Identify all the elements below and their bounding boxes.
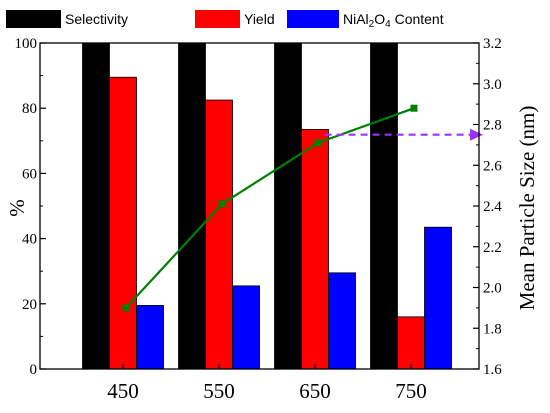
bar-nial2o4-content-750 [424, 226, 452, 370]
particle-size-point-650 [314, 139, 322, 147]
legend-label-part: 4 [385, 19, 391, 30]
left-tick-label: 80 [22, 101, 37, 117]
x-tick-label: 650 [299, 379, 331, 403]
bar-selectivity-550 [178, 42, 206, 370]
right-tick-label: 2.4 [483, 199, 502, 215]
particle-size-point-550 [218, 200, 226, 208]
particle-size-point-750 [410, 104, 418, 112]
legend-label: NiAl2O4 Content [343, 11, 444, 30]
bar-nial2o4-content-450 [136, 305, 164, 370]
left-tick-label: 60 [22, 166, 37, 182]
right-tick-label: 2.0 [483, 281, 502, 297]
bar-nial2o4-content-650 [328, 272, 356, 370]
left-tick-label: 40 [22, 232, 37, 248]
x-tick-label: 550 [203, 379, 235, 403]
particle-size-point-450 [122, 304, 130, 312]
legend-label: Yield [244, 11, 275, 27]
right-tick-label: 2.6 [483, 158, 502, 174]
legend-label: Selectivity [65, 11, 128, 27]
x-tick-label: 450 [107, 379, 139, 403]
legend-label-part: O [374, 11, 385, 27]
line-series [122, 104, 418, 312]
legend-label-part: Content [391, 11, 444, 27]
bar-yield-450 [109, 76, 137, 370]
bars [82, 42, 452, 370]
legend-label-part: NiAl [343, 11, 369, 27]
left-axis: 0 20 40 60 80 100 [15, 36, 46, 378]
right-axis-label: Mean Particle Size (nm) [515, 106, 539, 311]
bar-selectivity-650 [274, 42, 302, 370]
left-tick-label: 20 [22, 297, 37, 313]
bar-yield-750 [397, 316, 425, 370]
dashed-arrow [324, 128, 483, 141]
legend-swatch-nial2o4-content [287, 10, 339, 28]
right-tick-label: 2.2 [483, 240, 502, 256]
legend-swatch-yield [195, 10, 240, 28]
legend-swatch-selectivity [6, 10, 61, 28]
right-tick-label: 2.8 [483, 118, 502, 134]
right-tick-label: 3.0 [483, 77, 502, 93]
x-tick-label: 750 [395, 379, 427, 403]
bar-selectivity-750 [370, 42, 398, 370]
left-axis-label: % [5, 199, 29, 217]
legend: Selectivity Yield NiAl2O4 Content [6, 10, 444, 30]
bar-yield-650 [301, 128, 329, 370]
bar-nial2o4-content-550 [232, 285, 260, 370]
right-tick-label: 1.8 [483, 321, 502, 337]
right-tick-label: 3.2 [483, 36, 502, 52]
right-axis: 1.6 1.8 2.0 2.2 2.4 2.6 2.8 3.0 3.2 [473, 36, 502, 378]
left-tick-label: 100 [15, 36, 38, 52]
particle-size-line [125, 107, 415, 309]
x-axis: 450 550 650 750 [107, 364, 427, 403]
left-tick-label: 0 [30, 362, 38, 378]
bar-selectivity-450 [82, 42, 110, 370]
bar-yield-550 [205, 99, 233, 370]
right-tick-label: 1.6 [483, 362, 502, 378]
arrow-head [470, 128, 483, 141]
legend-label-part: 2 [369, 19, 375, 30]
